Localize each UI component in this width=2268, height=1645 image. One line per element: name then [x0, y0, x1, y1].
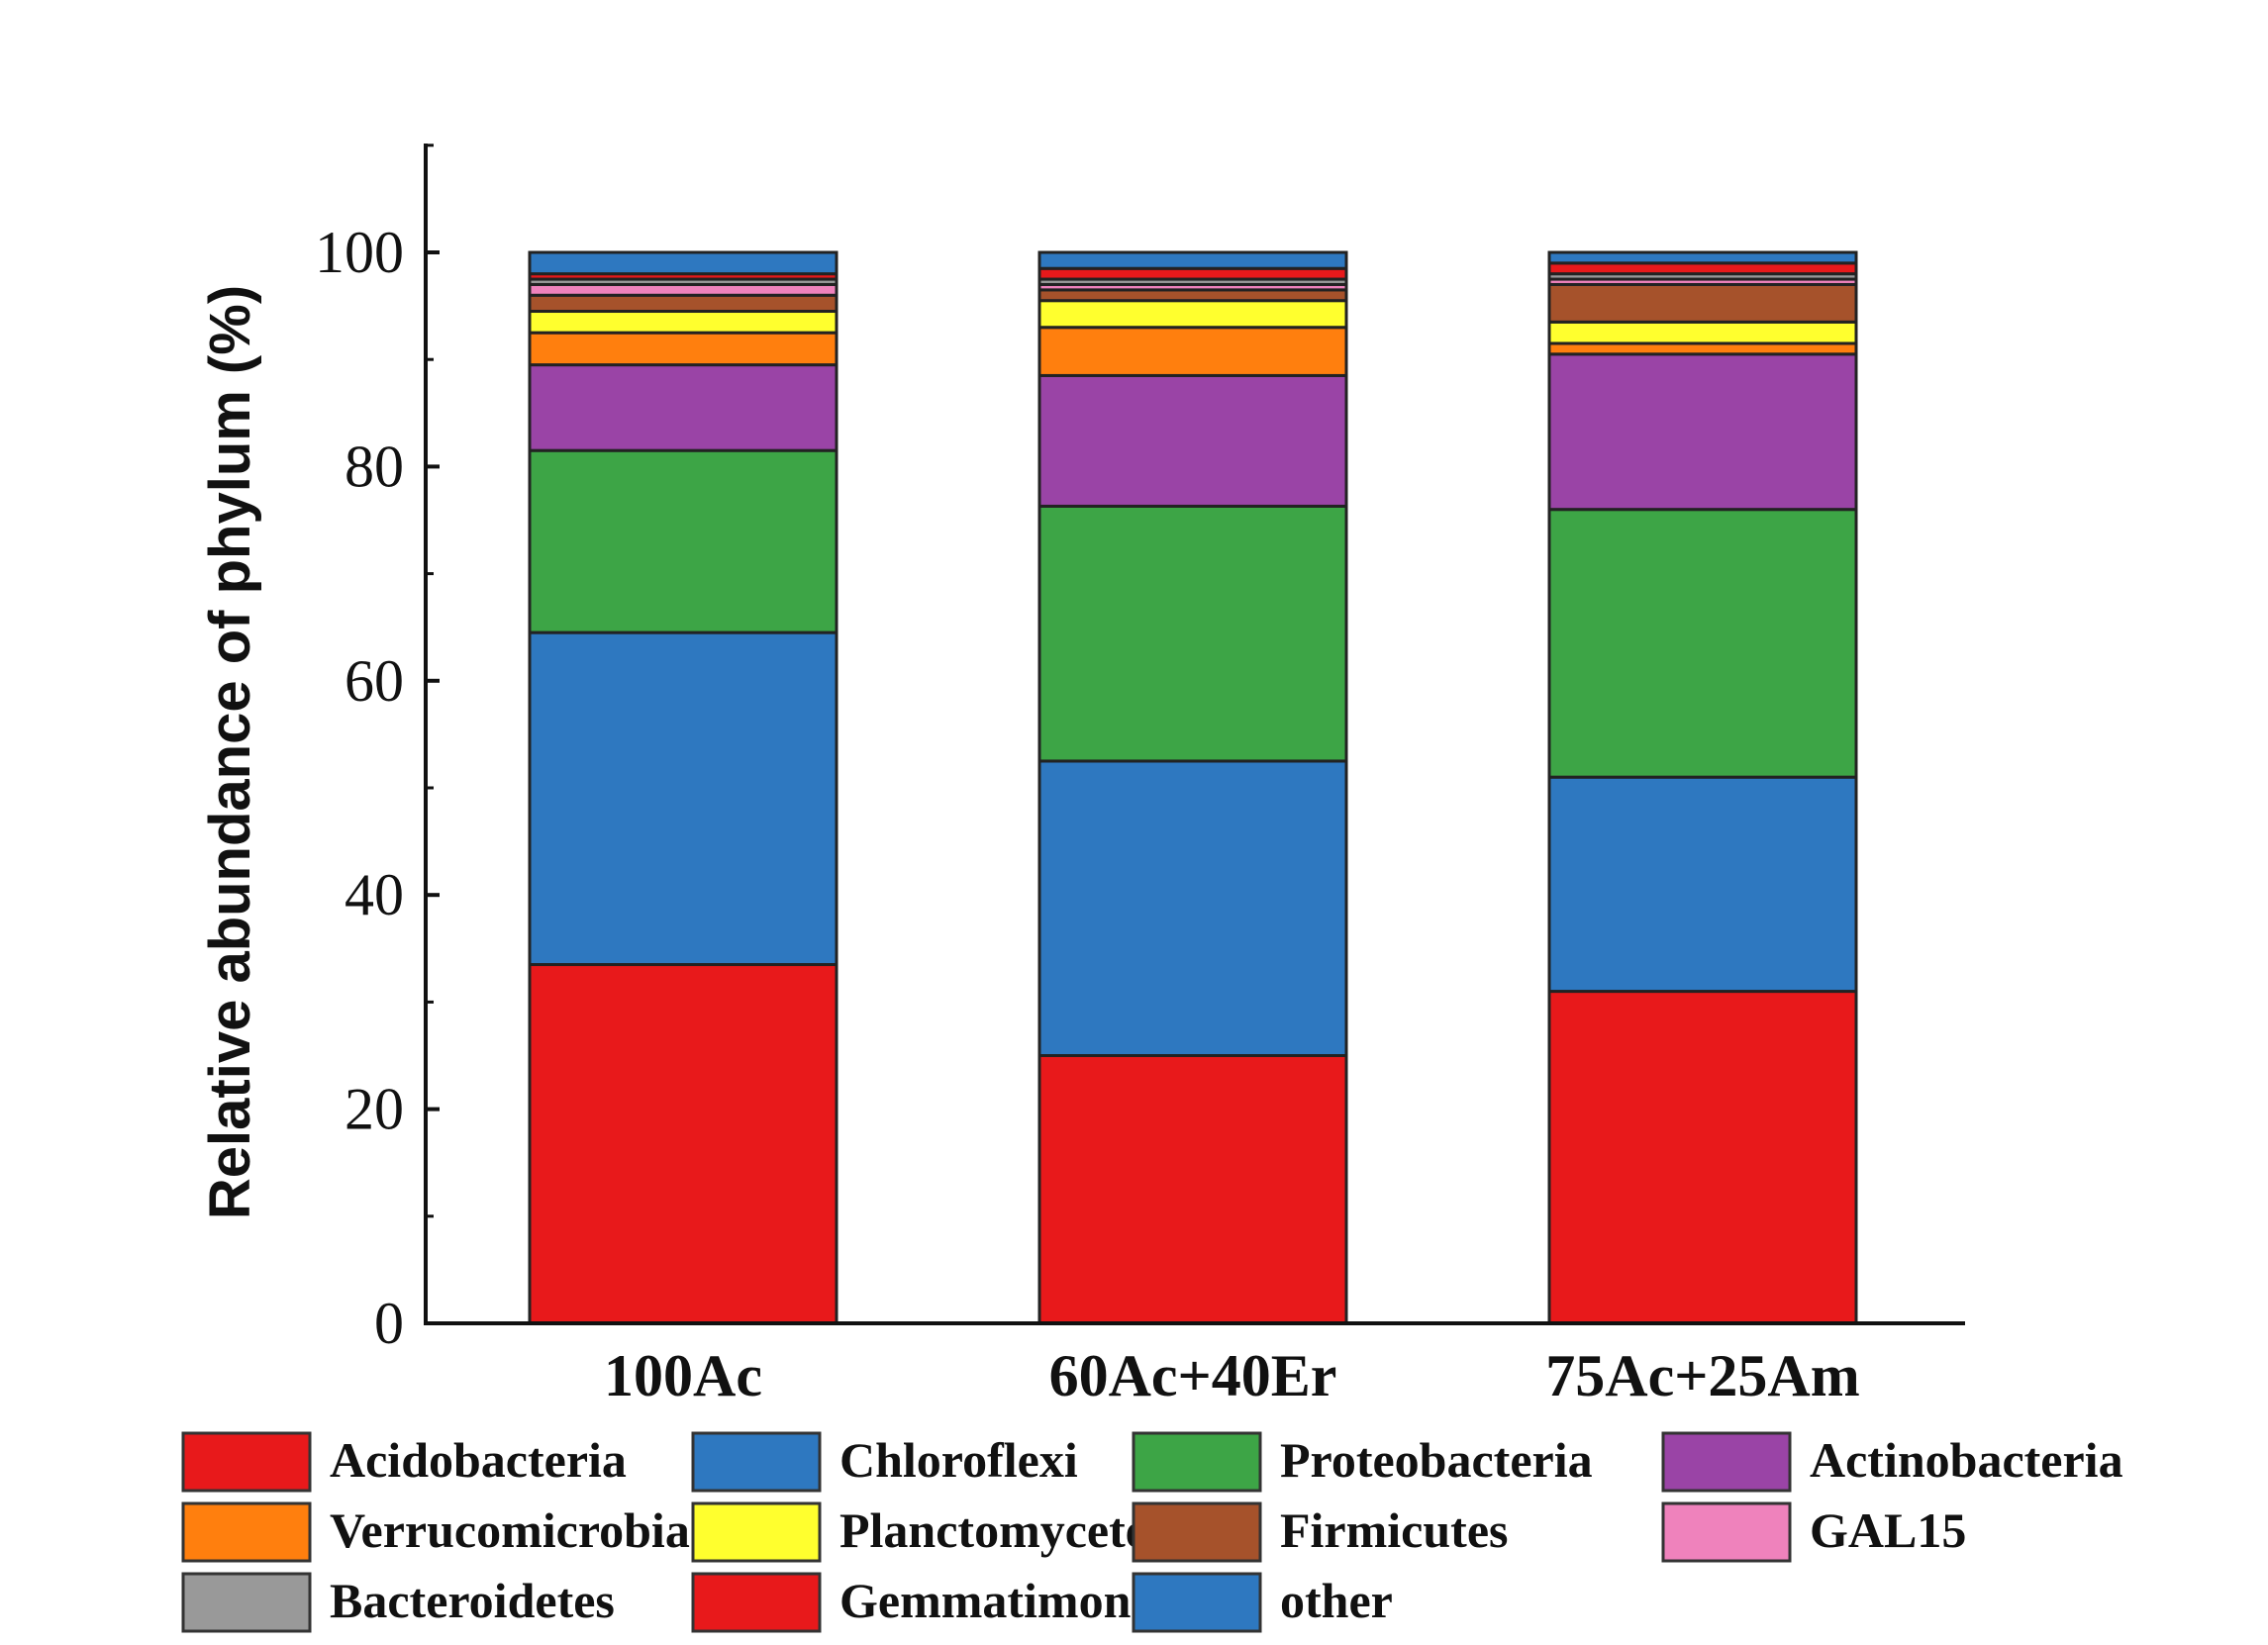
bar-segment-verrucomicrobia-2 — [1037, 326, 1348, 377]
x-category-label: 100Ac — [604, 1343, 762, 1408]
bar-segment-firmicutes-2 — [1037, 288, 1348, 303]
legend-swatch-bacteroidetes — [181, 1572, 312, 1633]
x-labels-layer: 100Ac 60Ac+40Er 75Ac+25Am — [604, 1343, 1860, 1408]
legend-label: Actinobacteria — [1810, 1432, 2123, 1488]
x-category-label: 75Ac+25Am — [1545, 1343, 1859, 1408]
bars-layer — [528, 250, 1858, 1325]
bar-segment-acidobacteria-2 — [1037, 1054, 1348, 1325]
legend-label: Acidobacteria — [330, 1432, 627, 1488]
legend-swatch-actinobacteria — [1661, 1431, 1792, 1493]
bar-segment-verrucomicrobia-3 — [1547, 341, 1858, 356]
bar-segment-planctomycetes-1 — [528, 310, 838, 335]
bar-segment-other-1 — [528, 250, 838, 276]
bar-segment-chloroflexi-3 — [1547, 775, 1858, 994]
legend-swatch-proteobacteria — [1132, 1431, 1262, 1493]
bar-segment-gemmatimonadetes-3 — [1547, 261, 1858, 276]
legend-swatch-gemmatimonadetes — [691, 1572, 822, 1633]
bar-segment-actinobacteria-2 — [1037, 373, 1348, 508]
y-axis-title: Relative abundance of phylum (%) — [198, 285, 262, 1219]
x-category-label: 60Ac+40Er — [1049, 1343, 1337, 1408]
bar-segment-other-2 — [1037, 250, 1348, 270]
legend-swatch-verrucomicrobia — [181, 1501, 312, 1563]
bar-segment-proteobacteria-1 — [528, 448, 838, 634]
bar-segment-chloroflexi-2 — [1037, 759, 1348, 1057]
legend-swatch-acidobacteria — [181, 1431, 312, 1493]
y-tick-label: 40 — [345, 862, 404, 927]
bar-segment-gal15-1 — [528, 282, 838, 297]
legend-swatch-planctomycetes — [691, 1501, 822, 1563]
legend-label: Firmicutes — [1280, 1502, 1508, 1558]
legend-label: Verrucomicrobia — [330, 1502, 690, 1558]
legend-label: Chloroflexi — [839, 1432, 1078, 1488]
y-tick-label: 20 — [345, 1077, 404, 1142]
legend: Acidobacteria Chloroflexi Proteobacteria Ac… — [181, 1431, 2123, 1633]
legend-label: GAL15 — [1810, 1502, 1966, 1558]
bar-segment-proteobacteria-3 — [1547, 508, 1858, 779]
legend-swatch-other — [1132, 1572, 1262, 1633]
y-tick-label: 100 — [315, 220, 404, 285]
legend-label: Bacteroidetes — [330, 1573, 615, 1628]
bar-segment-actinobacteria-1 — [528, 363, 838, 452]
legend-label: Proteobacteria — [1280, 1432, 1593, 1488]
bar-segment-verrucomicrobia-1 — [528, 331, 838, 367]
y-tick-label: 80 — [345, 434, 404, 499]
legend-swatch-gal15 — [1661, 1501, 1792, 1563]
bar-segment-firmicutes-1 — [528, 293, 838, 314]
legend-label: Planctomycetes — [839, 1502, 1166, 1558]
bar-segment-acidobacteria-3 — [1547, 990, 1858, 1325]
legend-swatch-chloroflexi — [691, 1431, 822, 1493]
bar-segment-firmicutes-3 — [1547, 282, 1858, 324]
legend-label: other — [1280, 1573, 1393, 1628]
bar-segment-planctomycetes-3 — [1547, 320, 1858, 345]
bar-segment-other-3 — [1547, 250, 1858, 265]
axes-layer — [424, 144, 1965, 1325]
bar-segment-gemmatimonadetes-2 — [1037, 266, 1348, 281]
bar-segment-chloroflexi-1 — [528, 630, 838, 967]
y-tick-label: 60 — [345, 648, 404, 714]
bar-segment-actinobacteria-3 — [1547, 352, 1858, 512]
legend-swatch-firmicutes — [1132, 1501, 1262, 1563]
bar-segment-proteobacteria-2 — [1037, 504, 1348, 763]
bar-segment-acidobacteria-1 — [528, 963, 838, 1325]
y-tick-label: 0 — [374, 1291, 404, 1356]
y-ticks-layer: 0 20 40 60 80 100 — [315, 144, 440, 1356]
bar-segment-planctomycetes-2 — [1037, 299, 1348, 330]
